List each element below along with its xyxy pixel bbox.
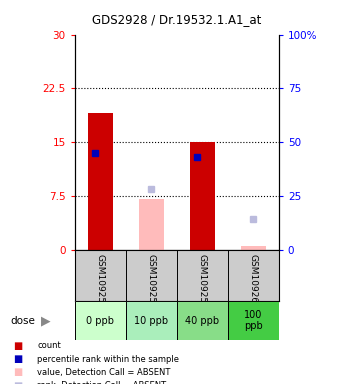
Text: count: count xyxy=(37,341,61,350)
Bar xyxy=(241,246,266,250)
Text: percentile rank within the sample: percentile rank within the sample xyxy=(37,354,180,364)
Bar xyxy=(177,301,228,340)
Text: GSM109260: GSM109260 xyxy=(249,254,258,309)
Bar xyxy=(190,142,215,250)
Text: 100
ppb: 100 ppb xyxy=(244,310,263,331)
Text: GSM109258: GSM109258 xyxy=(198,254,207,309)
Bar xyxy=(228,301,279,340)
Text: ■: ■ xyxy=(14,354,23,364)
Text: dose: dose xyxy=(10,316,35,326)
Bar xyxy=(88,113,113,250)
Text: 40 ppb: 40 ppb xyxy=(185,316,219,326)
Bar xyxy=(75,301,126,340)
Bar xyxy=(139,199,164,250)
Text: ■: ■ xyxy=(14,381,23,384)
Text: value, Detection Call = ABSENT: value, Detection Call = ABSENT xyxy=(37,368,171,377)
Text: 10 ppb: 10 ppb xyxy=(134,316,168,326)
Text: GSM109256: GSM109256 xyxy=(147,254,156,309)
Text: ▶: ▶ xyxy=(41,314,50,327)
Text: ■: ■ xyxy=(14,341,23,351)
Text: GDS2928 / Dr.19532.1.A1_at: GDS2928 / Dr.19532.1.A1_at xyxy=(92,13,261,26)
Text: GSM109254: GSM109254 xyxy=(96,254,105,308)
Text: ■: ■ xyxy=(14,367,23,377)
Bar xyxy=(126,301,177,340)
Text: rank, Detection Call = ABSENT: rank, Detection Call = ABSENT xyxy=(37,381,167,384)
Text: 0 ppb: 0 ppb xyxy=(86,316,114,326)
